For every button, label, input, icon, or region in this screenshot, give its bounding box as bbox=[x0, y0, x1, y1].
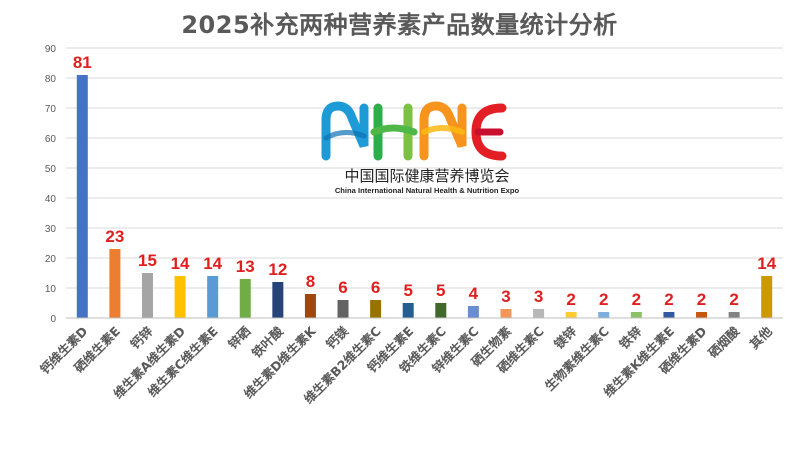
bar bbox=[207, 276, 219, 318]
bar bbox=[500, 309, 512, 318]
data-label: 4 bbox=[469, 284, 479, 303]
bar bbox=[565, 312, 577, 318]
y-tick-label: 90 bbox=[45, 44, 57, 55]
data-label: 14 bbox=[171, 254, 190, 273]
data-label: 23 bbox=[105, 227, 124, 246]
x-tick-label: 其他 bbox=[747, 323, 776, 352]
data-label: 2 bbox=[566, 290, 575, 309]
y-tick-label: 80 bbox=[45, 74, 57, 85]
data-label: 81 bbox=[73, 53, 92, 72]
bar bbox=[109, 249, 121, 318]
bar bbox=[239, 279, 251, 318]
data-label: 8 bbox=[306, 272, 315, 291]
data-label: 13 bbox=[236, 257, 255, 276]
chart-title: 2025补充两种营养素产品数量统计分析 bbox=[181, 11, 618, 39]
x-tick-label: 硒烟酸 bbox=[704, 323, 742, 361]
bar bbox=[174, 276, 186, 318]
bar bbox=[402, 303, 414, 318]
x-tick-label: 铁锌 bbox=[616, 323, 645, 352]
y-tick-label: 70 bbox=[45, 104, 57, 115]
nhne-logo: 中国国际健康营养博览会 China International Natural … bbox=[316, 98, 538, 208]
data-label: 3 bbox=[501, 287, 510, 306]
bar bbox=[467, 306, 479, 318]
data-label: 15 bbox=[138, 251, 157, 270]
bar bbox=[663, 312, 675, 318]
y-tick-label: 0 bbox=[50, 314, 56, 325]
bar bbox=[533, 309, 545, 318]
bar bbox=[141, 273, 153, 318]
x-tick-label: 钙镁 bbox=[323, 323, 352, 352]
data-label: 12 bbox=[268, 260, 287, 279]
data-label: 2 bbox=[729, 290, 738, 309]
data-label: 6 bbox=[371, 278, 380, 297]
data-label: 5 bbox=[403, 281, 412, 300]
data-label: 5 bbox=[436, 281, 445, 300]
y-tick-label: 60 bbox=[45, 134, 57, 145]
bar bbox=[76, 75, 88, 318]
bar bbox=[598, 312, 610, 318]
bar bbox=[272, 282, 284, 318]
y-tick-label: 10 bbox=[45, 284, 57, 295]
bar bbox=[435, 303, 447, 318]
data-label: 2 bbox=[697, 290, 706, 309]
data-label: 3 bbox=[534, 287, 543, 306]
bar bbox=[370, 300, 382, 318]
y-tick-label: 50 bbox=[45, 164, 57, 175]
bar bbox=[761, 276, 773, 318]
logo-chinese-text: 中国国际健康营养博览会 bbox=[344, 167, 510, 185]
nhne-logo-mark bbox=[321, 101, 507, 161]
x-tick-label: 镁锌 bbox=[551, 323, 580, 352]
data-label: 2 bbox=[599, 290, 608, 309]
bar bbox=[696, 312, 708, 318]
y-tick-label: 40 bbox=[45, 194, 57, 205]
bar bbox=[337, 300, 349, 318]
logo-english-text: China International Natural Health & Nut… bbox=[334, 186, 520, 195]
bar bbox=[304, 294, 316, 318]
x-tick-label: 钙锌 bbox=[127, 323, 156, 352]
data-label: 2 bbox=[632, 290, 641, 309]
y-tick-label: 20 bbox=[45, 254, 57, 265]
bar bbox=[728, 312, 740, 318]
data-label: 14 bbox=[203, 254, 222, 273]
data-label: 2 bbox=[664, 290, 673, 309]
x-tick-label: 锌硒 bbox=[225, 323, 254, 352]
data-label: 14 bbox=[757, 254, 776, 273]
bar bbox=[630, 312, 642, 318]
data-label: 6 bbox=[338, 278, 347, 297]
y-tick-label: 30 bbox=[45, 224, 57, 235]
